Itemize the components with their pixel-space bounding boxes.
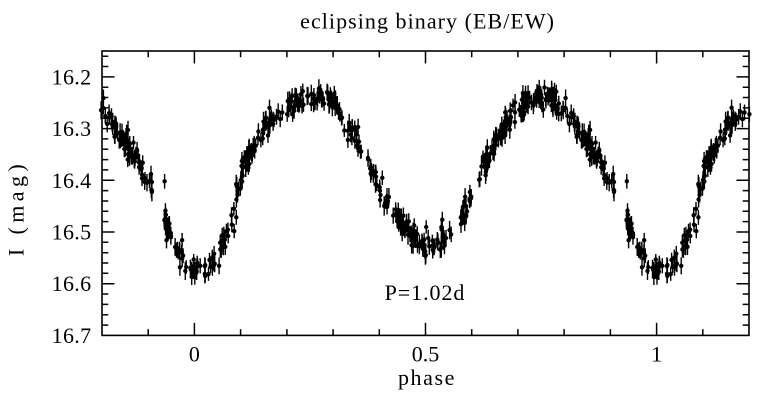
svg-text:16.3: 16.3 [52, 116, 92, 141]
svg-text:0.5: 0.5 [412, 342, 440, 367]
svg-text:16.7: 16.7 [52, 323, 92, 348]
svg-text:16.5: 16.5 [52, 220, 92, 245]
svg-text:0: 0 [189, 342, 200, 367]
svg-text:eclipsing binary (EB/EW): eclipsing binary (EB/EW) [300, 9, 555, 34]
svg-text:phase: phase [398, 365, 456, 390]
svg-text:16.4: 16.4 [52, 168, 92, 193]
svg-text:16.2: 16.2 [52, 64, 92, 89]
svg-text:P=1.02d: P=1.02d [385, 280, 466, 305]
svg-text:16.6: 16.6 [52, 271, 92, 296]
svg-text:I (mag): I (mag) [4, 160, 29, 256]
svg-text:1: 1 [651, 342, 662, 367]
